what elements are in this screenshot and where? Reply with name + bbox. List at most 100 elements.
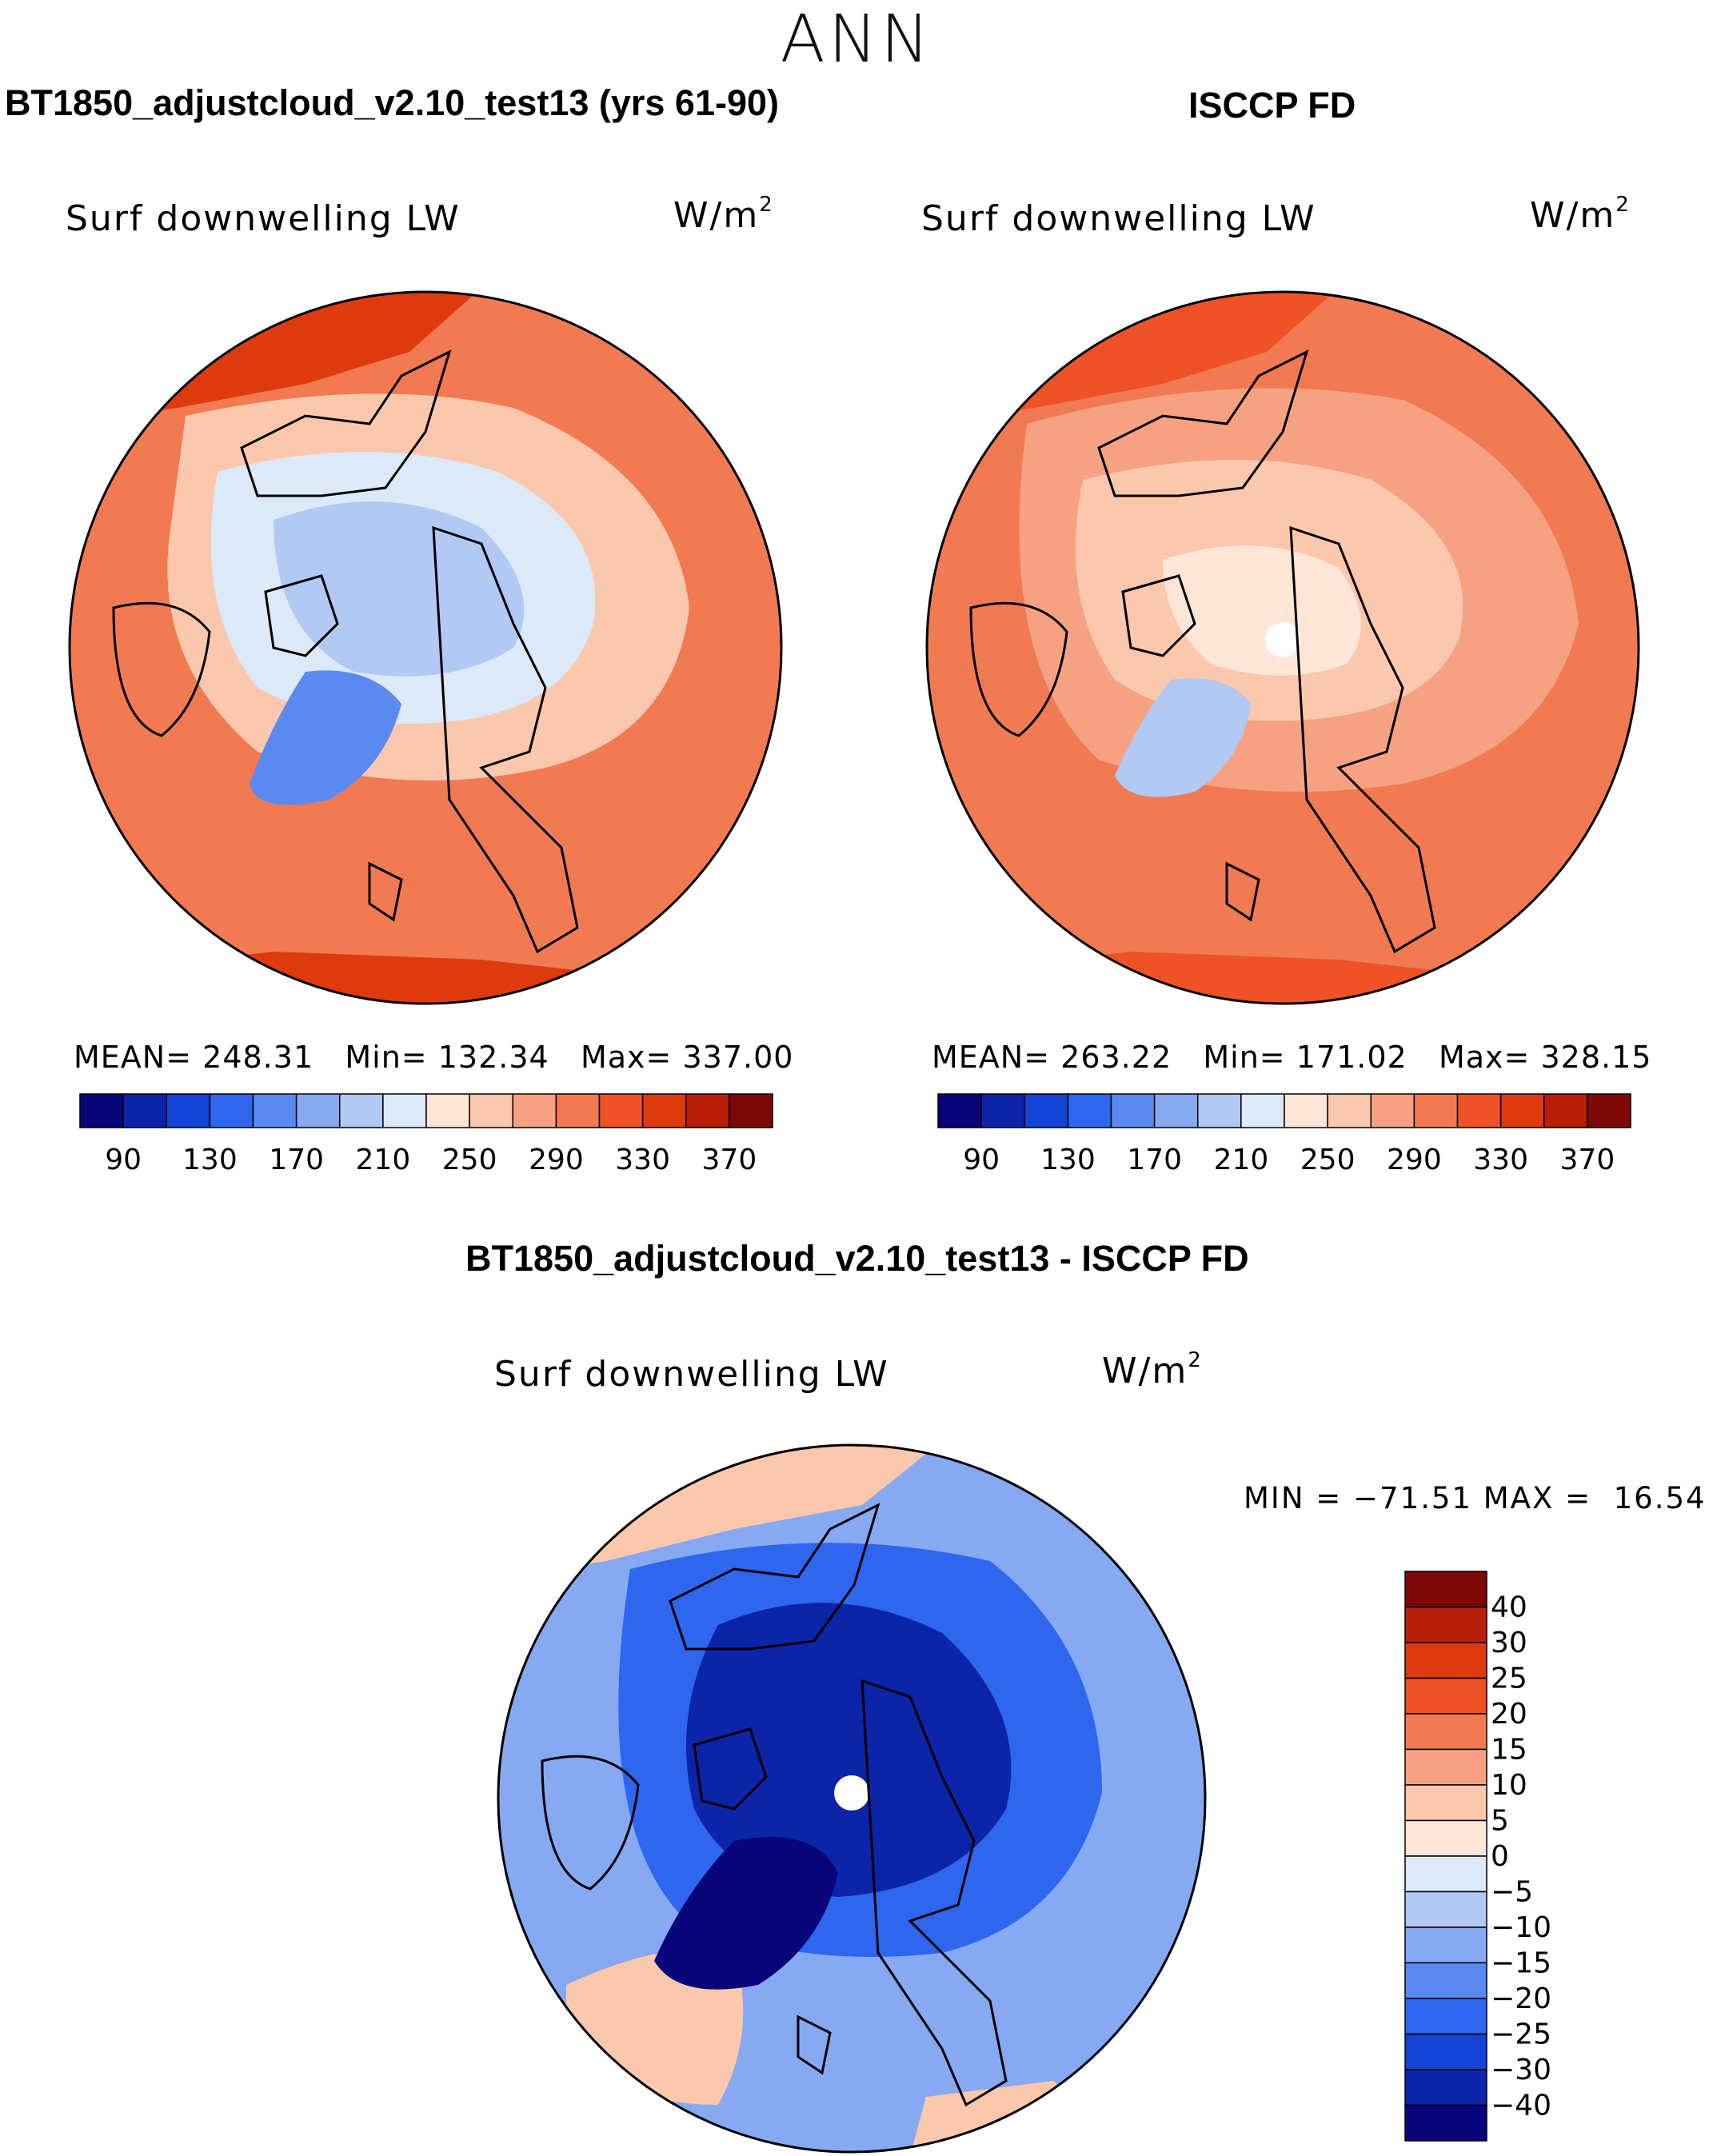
colorbar-box (641, 1093, 687, 1128)
colorbar-tick-label: 5 (1491, 1805, 1509, 1838)
panel-3-map (497, 1443, 1207, 2154)
colorbar-tick-label: 330 (1473, 1144, 1528, 1176)
colorbar-box (1404, 1571, 1487, 1608)
coastlines (112, 349, 579, 954)
colorbar-tick-label: 330 (615, 1144, 670, 1176)
colorbar-box (1370, 1093, 1416, 1128)
colorbar-box (1404, 2069, 1487, 2106)
colorbar-box (1404, 1642, 1487, 1679)
colorbar-tick-label: 370 (702, 1144, 757, 1176)
colorbar-box (1499, 1093, 1545, 1128)
colorbar-box (1327, 1093, 1372, 1128)
region-north-atlantic (566, 1949, 1118, 2152)
panel-2-map (925, 290, 1640, 1005)
colorbar-box (79, 1093, 124, 1128)
colorbar-box (339, 1093, 384, 1128)
coastlines (969, 349, 1436, 954)
panel-2-units: W/m2 (1530, 193, 1631, 236)
panel-3-units: W/m2 (1102, 1348, 1203, 1391)
panel-2-variable: Surf downwelling LW (921, 198, 1316, 239)
colorbar-box (937, 1093, 982, 1128)
colorbar-box (598, 1093, 644, 1128)
colorbar-tick-label: 40 (1491, 1591, 1527, 1624)
colorbar-tick-label: 370 (1560, 1144, 1615, 1176)
colorbar-tick-label: 90 (105, 1144, 142, 1176)
colorbar-box (1153, 1093, 1199, 1128)
colorbar-box (1110, 1093, 1156, 1128)
colorbar-box (209, 1093, 254, 1128)
colorbar-tick-label: 15 (1491, 1734, 1527, 1767)
colorbar-box (252, 1093, 297, 1128)
colorbar-tick-label: 20 (1491, 1698, 1527, 1731)
colorbar-tick-label: −30 (1491, 2054, 1551, 2086)
colorbar-box (1404, 1748, 1487, 1786)
pole-hole (834, 1775, 869, 1811)
panel-1-stats: MEAN= 248.31 Min= 132.34 Max= 337.00 (74, 1040, 794, 1075)
colorbar-box (1456, 1093, 1502, 1128)
colorbar-box (555, 1093, 601, 1128)
colorbar-tick-label: 130 (1040, 1144, 1096, 1176)
colorbar-tick-label: 10 (1491, 1769, 1527, 1802)
colorbar-tick-label: −20 (1491, 1982, 1551, 2015)
panel-3-variable: Surf downwelling LW (494, 1354, 889, 1395)
panel-1-title: BT1850_adjustcloud_v2.10_test13 (yrs 61-… (5, 82, 780, 123)
colorbar-box (1240, 1093, 1285, 1128)
colorbar-box (1404, 1713, 1487, 1751)
colorbar-box (1284, 1093, 1328, 1128)
panel-3-title: BT1850_adjustcloud_v2.10_test13 - ISCCP … (465, 1238, 1249, 1279)
colorbar-box (1404, 1890, 1487, 1928)
colorbar-box (1024, 1093, 1069, 1128)
colorbar-box (1404, 1606, 1487, 1643)
map-border (497, 1443, 1207, 2154)
colorbar-box (122, 1093, 167, 1128)
colorbar-tick-label: −15 (1491, 1947, 1551, 1980)
colorbar-box (1404, 1855, 1487, 1893)
colorbar-tick-label: 210 (356, 1144, 411, 1176)
map-border (68, 290, 783, 1005)
colorbar-tick-label: 130 (182, 1144, 238, 1176)
colorbar-box (1404, 1926, 1487, 1964)
colorbar-box (1197, 1093, 1242, 1128)
colorbar-box (425, 1093, 470, 1128)
colorbar-tick-label: 290 (529, 1144, 584, 1176)
region-greenland (654, 1837, 838, 1990)
colorbar-tick-label: 0 (1491, 1840, 1509, 1873)
colorbar-tick-label: 25 (1491, 1663, 1527, 1695)
pole-hole (1265, 622, 1300, 657)
colorbar-tick-label: 170 (269, 1144, 324, 1176)
colorbar-box (685, 1093, 730, 1128)
colorbar-tick-label: −5 (1491, 1876, 1533, 1909)
region-central-arctic (686, 1603, 1012, 1897)
panel-2-title: ISCCP FD (1188, 85, 1356, 126)
colorbar-tick-label: 90 (963, 1144, 1000, 1176)
region-greenland (1115, 678, 1251, 797)
season-title: ANN (780, 2, 933, 78)
coastlines (541, 1503, 1008, 2107)
region-central-arctic (1163, 545, 1361, 676)
colorbar-tick-label: 290 (1387, 1144, 1442, 1176)
colorbar-box (1404, 2033, 1487, 2070)
region-north-atlantic (927, 952, 1639, 1004)
map-border (925, 290, 1640, 1005)
colorbar-box (729, 1093, 773, 1128)
colorbar-tick-label: 210 (1214, 1144, 1269, 1176)
panel-2-stats: MEAN= 263.22 Min= 171.02 Max= 328.15 (932, 1040, 1652, 1075)
colorbar-tick-label: 170 (1127, 1144, 1182, 1176)
colorbar-box (1404, 1677, 1487, 1715)
region-greenland (250, 670, 401, 805)
panel-1-colorbar: 90 130 170 210 250 290 330 370 (79, 1093, 773, 1176)
colorbar-tick-label: −10 (1491, 1911, 1551, 1944)
colorbar-box (1404, 1962, 1487, 1999)
colorbar-box (295, 1093, 341, 1128)
panel-1-variable: Surf downwelling LW (66, 198, 461, 239)
panel-2-colorbar: 90 130 170 210 250 290 330 370 (937, 1093, 1631, 1176)
colorbar-box (382, 1093, 427, 1128)
colorbar-box (469, 1093, 513, 1128)
colorbar-box (1404, 1784, 1487, 1822)
colorbar-tick-label: 30 (1491, 1627, 1527, 1659)
colorbar-box (980, 1093, 1025, 1128)
colorbar-box (1404, 1819, 1487, 1857)
region-north-atlantic (70, 952, 781, 1004)
colorbar-boxes (79, 1093, 773, 1128)
